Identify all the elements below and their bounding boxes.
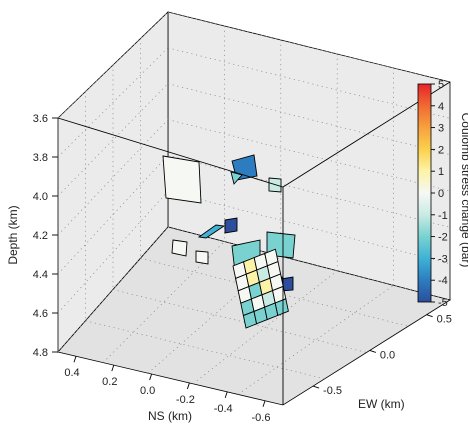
grid-line (57, 47, 169, 158)
grid-line (167, 47, 451, 119)
grid-line (167, 154, 451, 228)
ns-axis: 0.4 0.2 0.0 -0.2 -0.4 -0.6 (64, 356, 270, 424)
ew-tick-label: -0.5 (323, 385, 342, 397)
ns-tick (149, 373, 153, 381)
ns-tick-label: -0.2 (176, 394, 195, 406)
depth-tick-label: 4.8 (33, 347, 48, 359)
colorbar-tick-label: 3 (438, 123, 444, 135)
depth-tick-label: 4.4 (33, 269, 48, 281)
ns-tick-label: -0.4 (214, 403, 233, 415)
ew-tick (426, 314, 433, 318)
depth-axis: 3.6 3.8 4.0 4.2 4.4 4.6 4.8 (33, 113, 58, 359)
fault-patch (230, 171, 243, 185)
ns-tick (111, 365, 115, 372)
fault-grid-cell (274, 298, 289, 317)
ns-tick (73, 356, 77, 363)
ew-tick-label: 0.0 (380, 349, 395, 361)
colorbar-tick-label: -3 (438, 253, 448, 265)
grid-line (112, 289, 367, 353)
colorbar-tick-label: 4 (438, 101, 444, 113)
fault-plane-grid (232, 248, 289, 329)
grid-line (167, 226, 451, 301)
depth-axis-label: Depth (km) (6, 205, 20, 264)
ew-tick (312, 385, 320, 389)
ew-tick-label: 0.5 (437, 314, 452, 326)
grid-line (57, 155, 169, 275)
grid-lines (57, 11, 451, 395)
colorbar-tick-label: -2 (438, 232, 448, 244)
colorbar-label: Coulomb stress change (bar) (459, 113, 468, 268)
ns-tick (262, 400, 266, 407)
ns-tick-label: -0.6 (252, 412, 271, 424)
fault-patch (197, 224, 226, 239)
colorbar-tick-label: 1 (438, 166, 444, 178)
grid-line (147, 255, 282, 374)
grid-line (167, 11, 451, 83)
fault-patch (224, 217, 238, 234)
ns-axis-label: NS (km) (148, 409, 192, 423)
ew-axis: -0.5 0.0 0.5 (312, 314, 452, 397)
ew-axis-label: EW (km) (358, 397, 405, 411)
grid-line (57, 190, 169, 314)
fault-patch (195, 250, 209, 265)
colorbar-tick-label: 0 (438, 188, 444, 200)
ew-tick (369, 349, 376, 353)
ns-tick (224, 391, 228, 398)
depth-tick-label: 4.2 (33, 230, 48, 242)
ns-tick-label: 0.2 (102, 376, 117, 388)
ns-tick (186, 382, 190, 390)
colorbar-tick-label: 2 (438, 144, 444, 156)
colorbar-tick-label: 5 (438, 79, 444, 91)
fault-patch (162, 155, 202, 204)
colorbar-tick-label: -4 (438, 275, 448, 287)
colorbar (417, 83, 432, 303)
grid-line (167, 119, 451, 192)
depth-tick-label: 4.0 (33, 191, 48, 203)
depth-tick-label: 3.6 (33, 113, 48, 125)
grid-line (167, 83, 451, 156)
colorbar-ticks: 5 4 3 2 1 0 -1 -2 -3 -4 -5 (431, 79, 448, 309)
colorbar-tick-label: -1 (438, 210, 448, 222)
grid-line (192, 270, 338, 385)
ns-tick-label: 0.0 (140, 385, 155, 397)
ns-tick-label: 0.4 (64, 367, 79, 379)
depth-tick-label: 3.8 (33, 152, 48, 164)
fault-patch (171, 239, 188, 257)
grid-line (167, 190, 451, 265)
depth-tick-label: 4.6 (33, 308, 48, 320)
colorbar-tick-label: -5 (438, 297, 448, 309)
